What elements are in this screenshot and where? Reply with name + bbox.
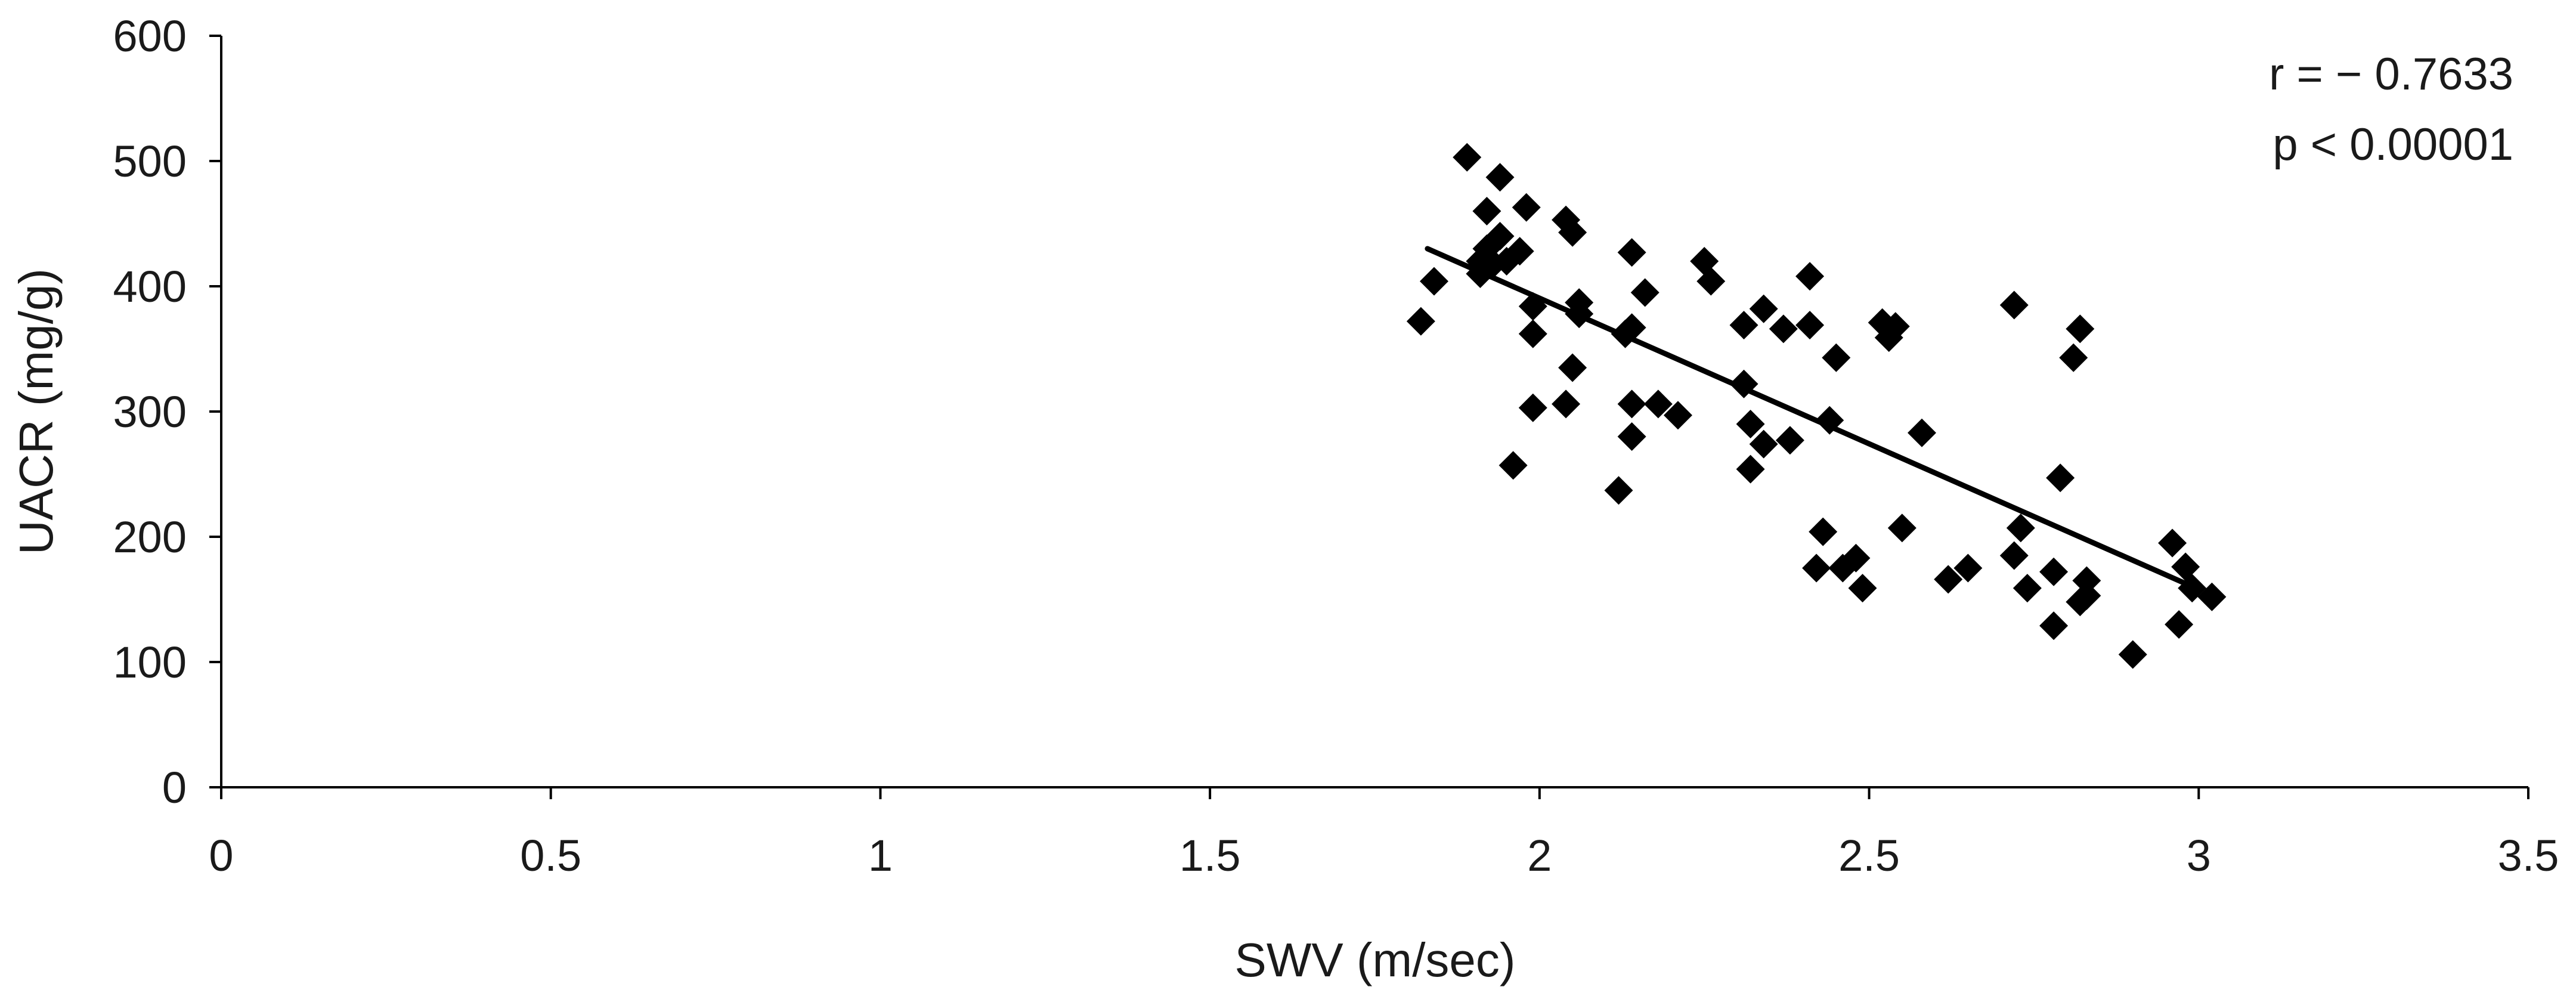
x-tick-label: 3 bbox=[2187, 831, 2211, 880]
x-axis-title: SWV (m/sec) bbox=[1234, 933, 1515, 986]
data-point bbox=[1815, 406, 1844, 435]
data-point bbox=[1822, 343, 1851, 372]
data-point bbox=[1696, 267, 1726, 296]
x-ticks: 0 0.5 1 1.5 2 2.5 3 3.5 bbox=[209, 787, 2559, 880]
correlation-r-label: r = − 0.7633 bbox=[2269, 49, 2513, 100]
data-point bbox=[1802, 553, 1831, 583]
trendline bbox=[1425, 246, 2202, 592]
points-layer bbox=[1406, 143, 2227, 669]
x-tick-label: 2.5 bbox=[1838, 831, 1900, 880]
y-tick-label: 100 bbox=[113, 638, 187, 687]
data-point bbox=[1419, 267, 1448, 296]
data-point bbox=[1881, 312, 1910, 341]
data-point bbox=[1769, 314, 1798, 344]
data-point bbox=[1749, 429, 1778, 459]
data-point bbox=[1953, 553, 1983, 583]
data-point bbox=[1934, 565, 1963, 594]
y-tick-label: 0 bbox=[162, 763, 187, 812]
data-point bbox=[1617, 389, 1646, 419]
axes bbox=[220, 36, 2528, 788]
data-point bbox=[2197, 582, 2227, 611]
data-point bbox=[2006, 514, 2035, 543]
data-point bbox=[1406, 307, 1435, 336]
data-point bbox=[1518, 319, 1547, 348]
data-point bbox=[1604, 476, 1633, 505]
data-point bbox=[1643, 389, 1673, 419]
data-point bbox=[1908, 418, 1937, 447]
data-point bbox=[1485, 222, 1515, 250]
data-point bbox=[2066, 314, 2095, 344]
data-point bbox=[1552, 389, 1581, 419]
data-point bbox=[2072, 566, 2101, 595]
data-point bbox=[1848, 574, 1877, 603]
data-point bbox=[2171, 552, 2200, 582]
data-point bbox=[1736, 410, 1765, 438]
data-point bbox=[2012, 574, 2042, 603]
data-point bbox=[1736, 454, 1765, 484]
p-value-label: p < 0.00001 bbox=[2272, 119, 2513, 170]
data-point bbox=[1729, 369, 1758, 398]
data-point bbox=[1795, 311, 1825, 340]
data-point bbox=[1558, 218, 1587, 247]
data-point bbox=[1617, 238, 1646, 267]
x-tick-label: 0.5 bbox=[520, 831, 581, 880]
data-point bbox=[1518, 292, 1547, 321]
x-tick-label: 0 bbox=[209, 831, 233, 880]
data-point bbox=[1472, 197, 1501, 225]
data-point bbox=[2046, 463, 2075, 493]
data-point bbox=[1518, 393, 1547, 422]
y-tick-label: 400 bbox=[113, 262, 187, 311]
data-point bbox=[1512, 193, 1541, 222]
x-tick-label: 1 bbox=[868, 831, 893, 880]
data-point bbox=[2158, 528, 2187, 558]
data-point bbox=[1749, 294, 1778, 323]
trendline-layer bbox=[1425, 246, 2202, 592]
data-point bbox=[1630, 278, 1659, 307]
data-point bbox=[1999, 290, 2029, 320]
y-tick-label: 200 bbox=[113, 512, 187, 562]
y-tick-label: 500 bbox=[113, 137, 187, 186]
data-point bbox=[1809, 517, 1838, 546]
data-point bbox=[1729, 311, 1758, 340]
x-tick-label: 2 bbox=[1527, 831, 1552, 880]
data-point bbox=[1485, 163, 1515, 192]
data-point bbox=[1453, 143, 1482, 172]
data-point bbox=[1498, 451, 1528, 480]
data-point bbox=[1795, 262, 1825, 291]
y-axis-title: UACR (mg/g) bbox=[10, 268, 63, 555]
y-tick-label: 600 bbox=[113, 11, 187, 61]
data-point bbox=[1887, 514, 1916, 543]
data-point bbox=[1565, 299, 1594, 329]
y-ticks: 0 100 200 300 400 500 600 bbox=[113, 11, 221, 812]
data-point bbox=[1505, 237, 1534, 266]
data-point bbox=[1775, 426, 1804, 455]
data-point bbox=[2059, 343, 2088, 372]
data-point bbox=[2039, 611, 2069, 641]
data-point bbox=[1617, 422, 1646, 451]
data-point bbox=[2118, 640, 2147, 669]
data-point bbox=[1663, 401, 1692, 430]
data-point bbox=[1617, 313, 1646, 342]
data-point bbox=[1999, 541, 2029, 570]
x-tick-label: 1.5 bbox=[1179, 831, 1241, 880]
x-tick-label: 3.5 bbox=[2498, 831, 2559, 880]
data-point bbox=[1558, 353, 1587, 382]
data-point bbox=[2072, 581, 2101, 610]
data-point bbox=[1841, 543, 1871, 573]
y-tick-label: 300 bbox=[113, 387, 187, 437]
data-point bbox=[2165, 610, 2194, 639]
data-point bbox=[2039, 557, 2069, 586]
